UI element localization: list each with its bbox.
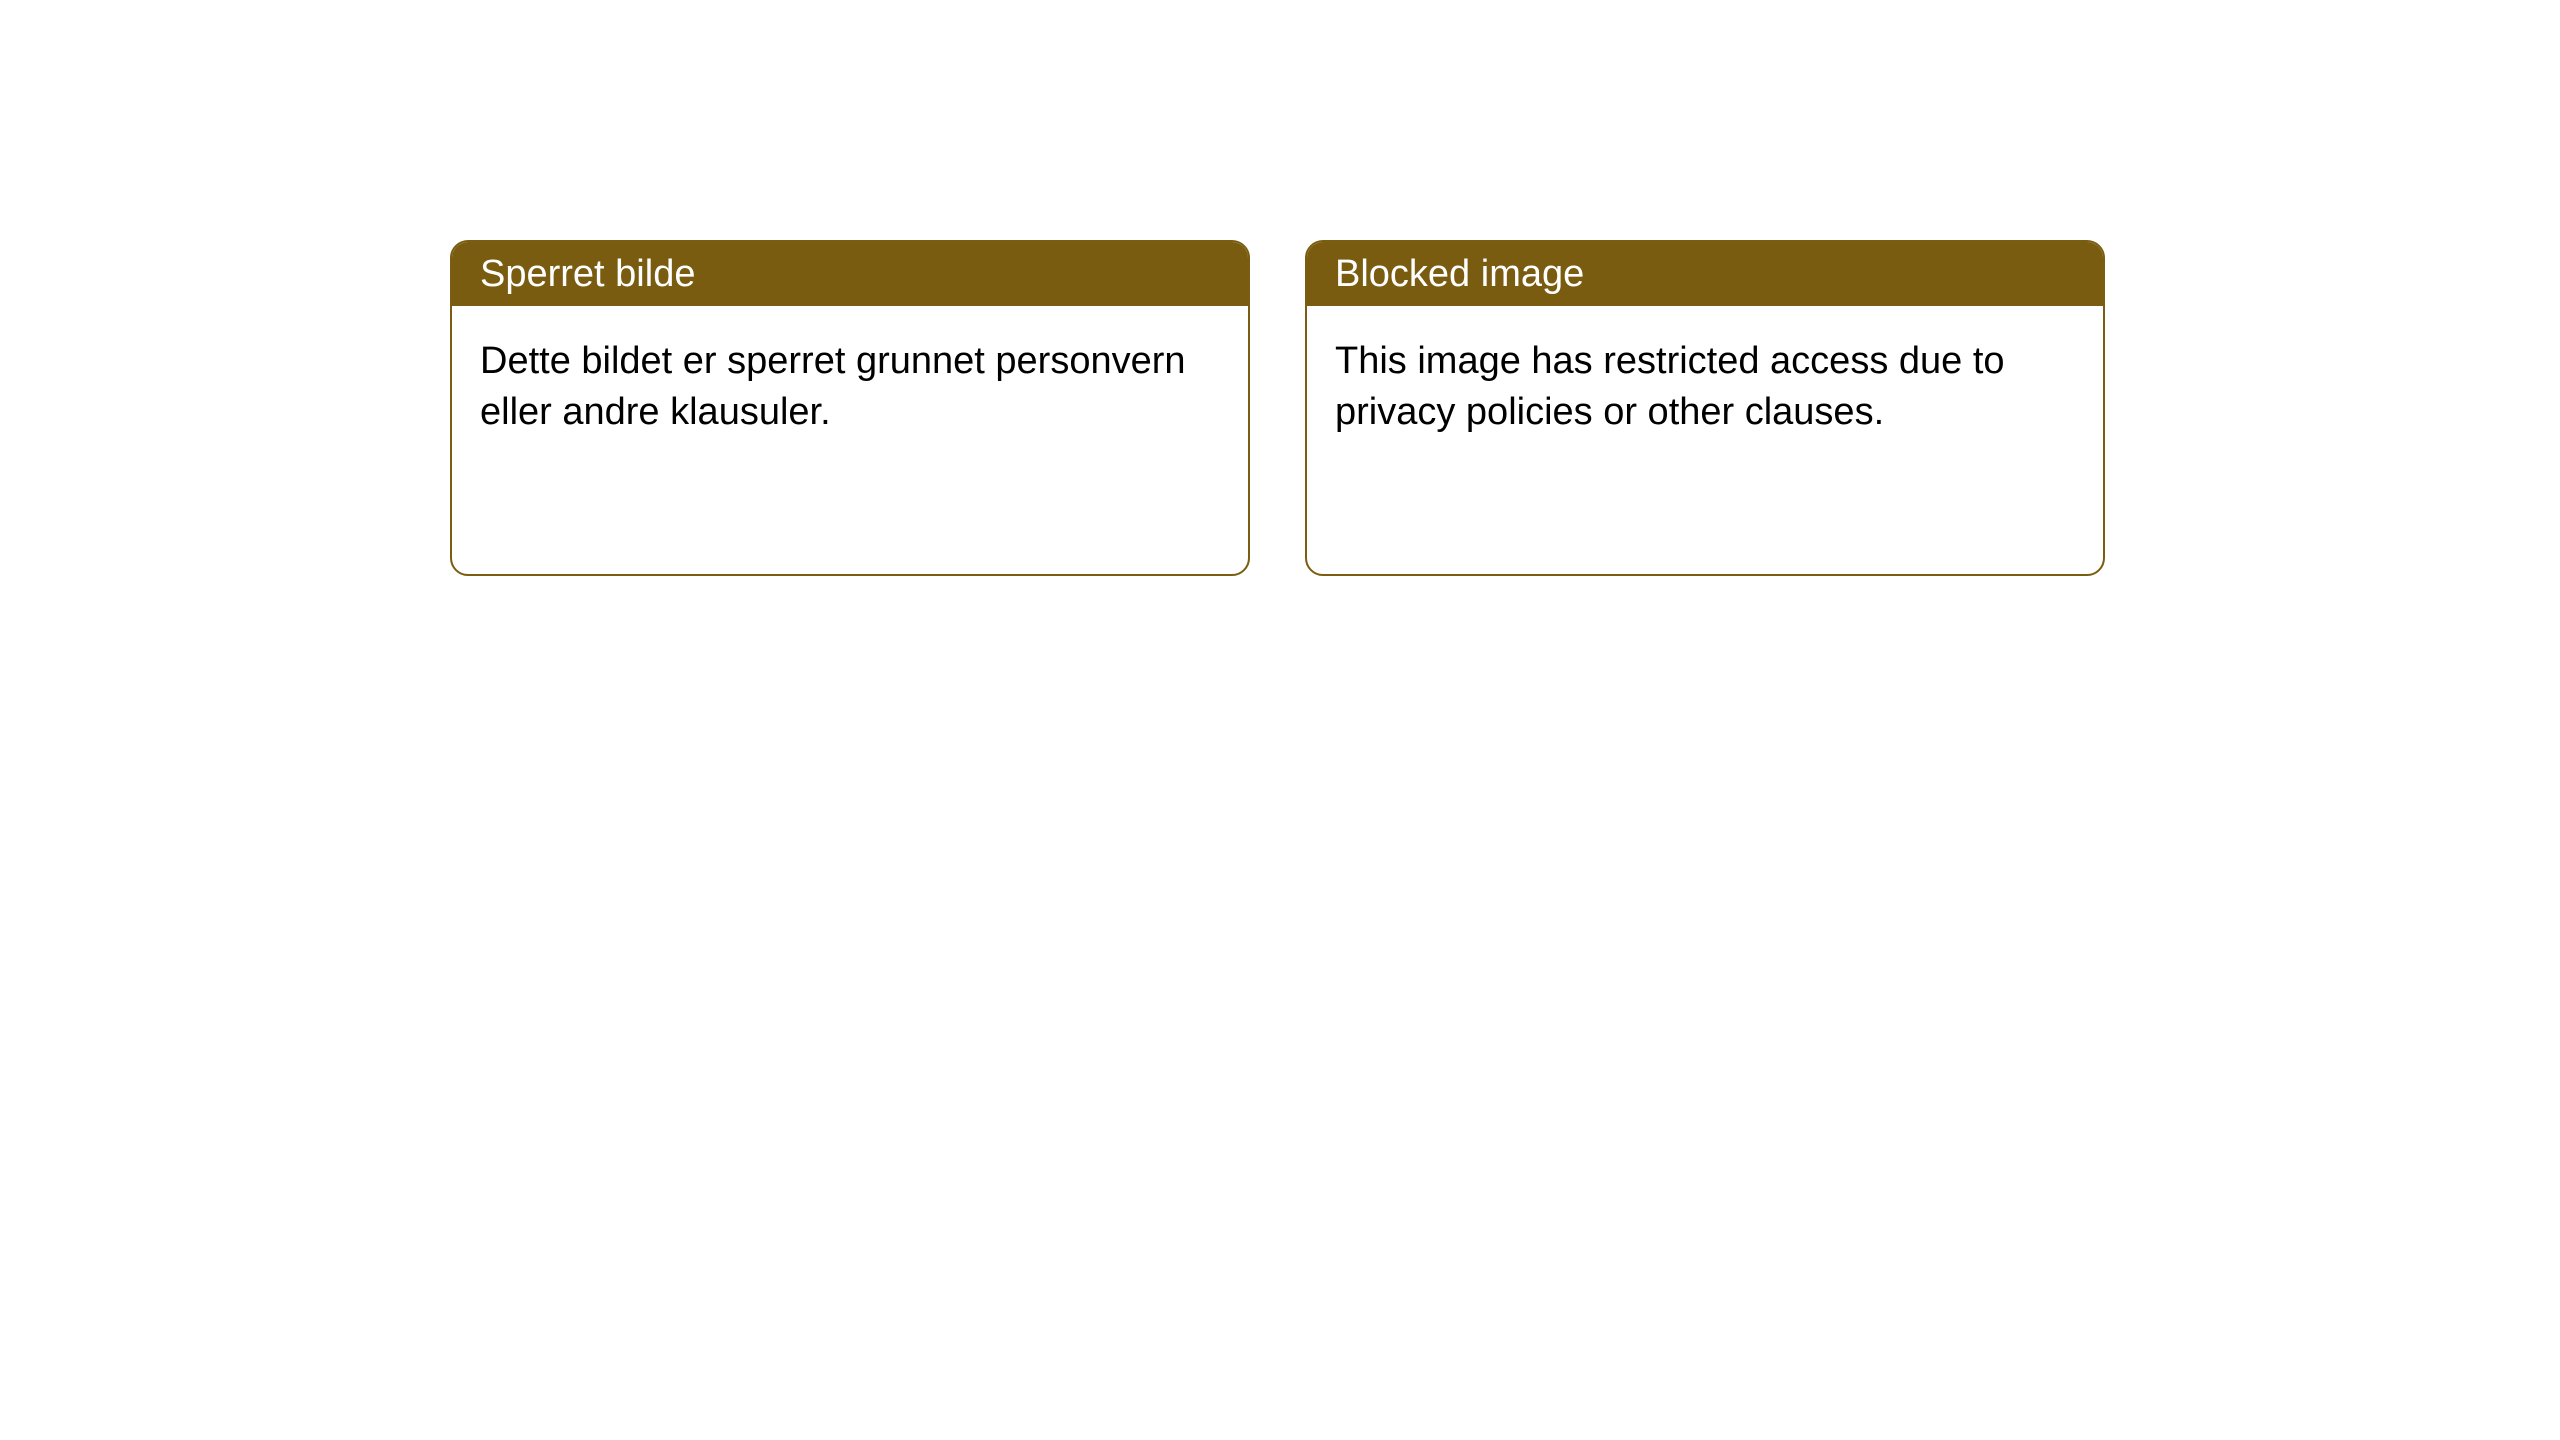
notice-card-header: Blocked image bbox=[1307, 242, 2103, 306]
notice-title: Blocked image bbox=[1335, 253, 1584, 296]
notice-card-no: Sperret bilde Dette bildet er sperret gr… bbox=[450, 240, 1250, 576]
notice-text: This image has restricted access due to … bbox=[1335, 340, 2005, 433]
notice-card-en: Blocked image This image has restricted … bbox=[1305, 240, 2105, 576]
notice-title: Sperret bilde bbox=[480, 253, 695, 296]
notice-card-header: Sperret bilde bbox=[452, 242, 1248, 306]
notice-card-body: This image has restricted access due to … bbox=[1307, 306, 2103, 469]
notice-card-body: Dette bildet er sperret grunnet personve… bbox=[452, 306, 1248, 469]
notice-cards-row: Sperret bilde Dette bildet er sperret gr… bbox=[0, 0, 2560, 576]
notice-text: Dette bildet er sperret grunnet personve… bbox=[480, 340, 1186, 433]
